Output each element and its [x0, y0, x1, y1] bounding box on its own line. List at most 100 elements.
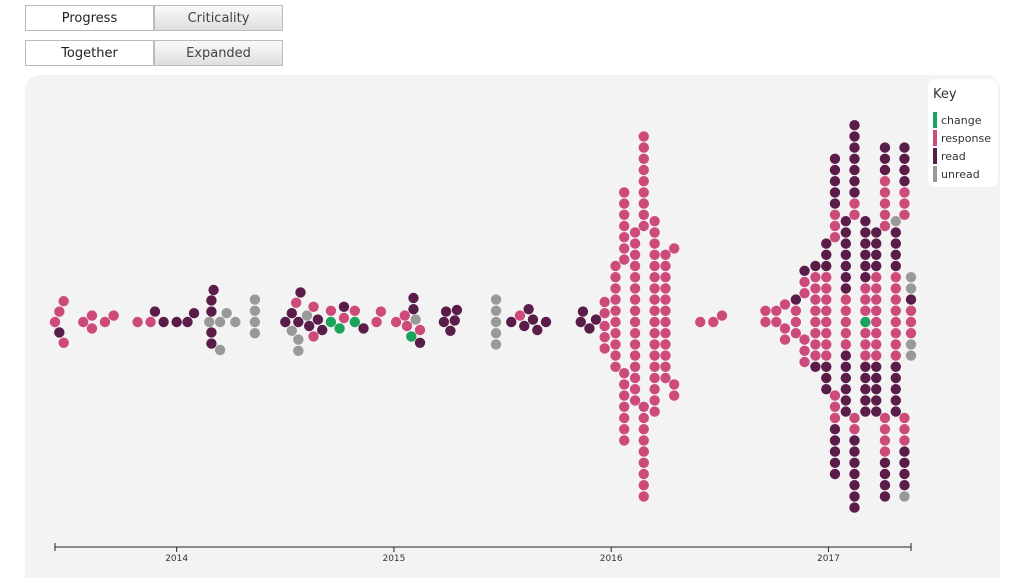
event-dot — [810, 339, 821, 350]
legend-title: Key — [933, 87, 957, 102]
event-dot — [99, 316, 111, 328]
event-dot — [58, 337, 69, 348]
event-dot — [649, 372, 660, 384]
event-dot — [506, 316, 517, 328]
event-dot — [668, 379, 680, 390]
event-dot — [523, 304, 534, 315]
legend-swatch — [933, 130, 937, 146]
event-dot — [638, 457, 649, 468]
together-button[interactable]: Together — [25, 40, 154, 66]
event-dot — [610, 272, 621, 283]
event-dot — [860, 260, 871, 272]
event-dot — [490, 328, 502, 339]
event-dot — [649, 361, 660, 372]
event-dot — [638, 424, 649, 435]
event-dot — [610, 361, 621, 372]
event-dot — [638, 401, 649, 412]
event-dot — [629, 361, 641, 372]
event-dot — [649, 272, 660, 283]
event-dot — [490, 305, 502, 316]
event-dot — [293, 345, 304, 356]
event-dot — [629, 339, 641, 350]
event-dot — [490, 294, 502, 305]
event-dot — [660, 294, 671, 305]
event-dot — [879, 480, 891, 491]
event-dot — [879, 187, 891, 198]
event-dot — [182, 316, 193, 328]
event-dot — [649, 406, 660, 417]
event-dot — [629, 350, 641, 361]
event-dot — [188, 308, 200, 319]
event-dot — [649, 238, 660, 249]
event-dot — [840, 216, 852, 227]
event-dot — [821, 328, 832, 339]
event-dot — [249, 305, 261, 316]
event-dot — [629, 249, 641, 260]
x-tick-label: 2015 — [382, 554, 405, 564]
event-dot — [840, 339, 852, 350]
event-dot — [449, 315, 460, 326]
event-dot — [438, 316, 450, 328]
event-dot — [660, 372, 671, 384]
event-dot — [638, 142, 649, 153]
event-dot — [890, 238, 901, 249]
event-dot — [871, 350, 882, 361]
event-dot — [619, 435, 630, 446]
event-dot — [890, 260, 901, 272]
legend-label: change — [941, 114, 982, 127]
event-dot — [871, 316, 882, 328]
event-dot — [821, 272, 832, 283]
event-dot — [871, 272, 882, 283]
event-dot — [308, 331, 319, 342]
event-dot — [829, 209, 841, 220]
event-dot — [145, 316, 156, 328]
event-dot — [638, 491, 649, 502]
event-dot — [86, 310, 98, 321]
event-dot — [371, 316, 382, 328]
event-dot — [649, 227, 660, 238]
event-dot — [829, 401, 841, 412]
event-dot — [599, 308, 610, 319]
event-dot — [829, 176, 841, 187]
event-dot — [899, 176, 910, 187]
event-dot — [860, 238, 871, 249]
event-dot — [214, 316, 226, 328]
event-dot — [204, 316, 215, 328]
event-dot — [860, 406, 871, 417]
event-dot — [849, 502, 860, 513]
event-dot — [629, 238, 641, 249]
event-dot — [810, 316, 821, 328]
x-tick-label: 2017 — [817, 554, 840, 564]
event-dot — [790, 328, 802, 339]
event-dot — [514, 310, 526, 321]
event-dot — [660, 328, 671, 339]
event-dot — [660, 339, 671, 350]
event-dot — [879, 164, 891, 176]
event-dot — [905, 272, 917, 283]
event-dot — [799, 276, 810, 288]
expanded-button[interactable]: Expanded — [154, 40, 283, 66]
event-dot — [108, 310, 119, 321]
event-dot — [390, 316, 402, 328]
event-dot — [610, 316, 621, 328]
event-dot — [871, 249, 882, 260]
event-dot — [440, 306, 452, 317]
event-dot — [810, 294, 821, 305]
event-dot — [879, 209, 891, 220]
event-dot — [829, 435, 841, 446]
event-dot — [619, 412, 630, 424]
event-dot — [840, 406, 852, 417]
legend-label: response — [941, 132, 991, 145]
event-dot — [49, 316, 61, 328]
event-dot — [899, 164, 910, 176]
event-dot — [840, 238, 852, 249]
event-dot — [829, 468, 841, 480]
event-dot — [860, 361, 871, 372]
event-dot — [890, 384, 901, 395]
event-dot — [829, 446, 841, 457]
criticality-button[interactable]: Criticality — [154, 5, 283, 31]
event-dot — [349, 305, 361, 316]
event-dot — [860, 216, 871, 227]
progress-button[interactable]: Progress — [25, 5, 154, 31]
